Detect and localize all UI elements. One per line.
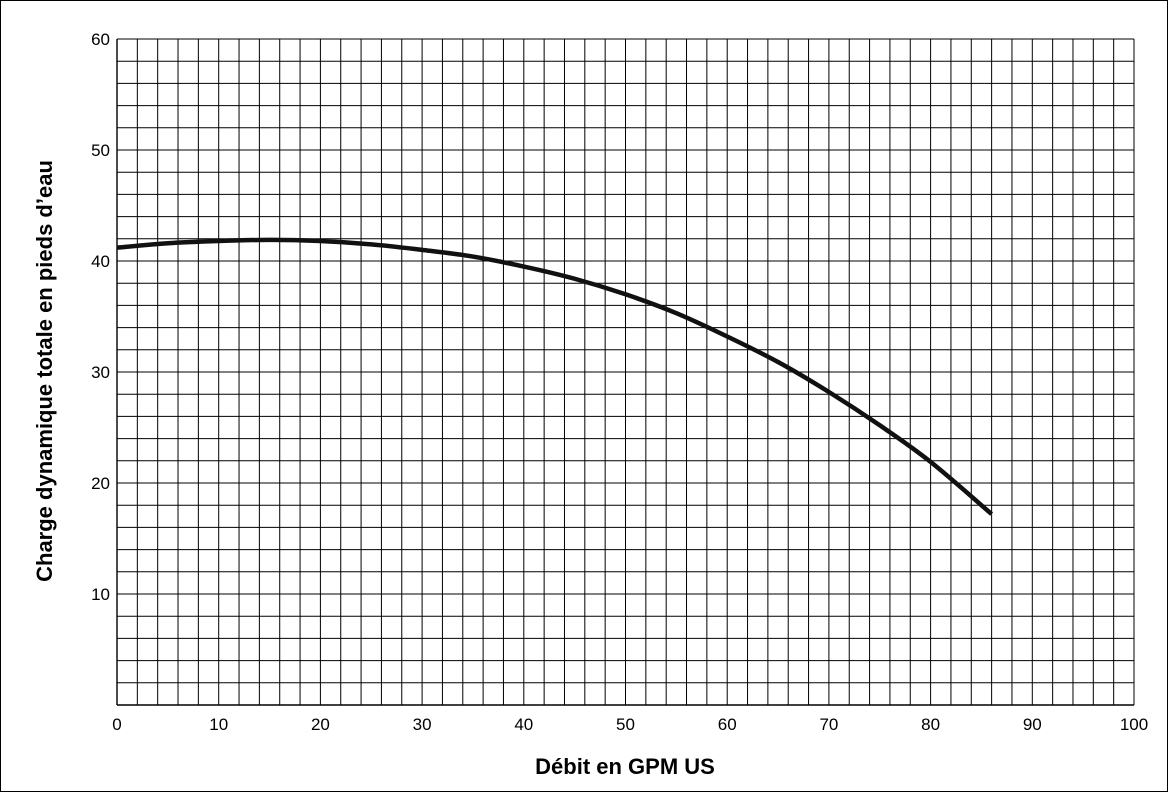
x-tick-labels: 0 10 20 30 40 50 60 70 80 90 100 — [112, 715, 1148, 734]
x-tick-label: 60 — [718, 715, 737, 734]
y-tick-label: 50 — [91, 141, 110, 160]
x-tick-label: 30 — [413, 715, 432, 734]
series-group — [116, 237, 994, 516]
y-tick-label: 60 — [91, 30, 110, 49]
y-tick-labels: 10 20 30 40 50 60 — [91, 30, 110, 604]
x-tick-label: 90 — [1023, 715, 1042, 734]
y-tick-label: 10 — [91, 585, 110, 604]
y-axis-title: Charge dynamique totale en pieds d’eau — [32, 160, 57, 582]
x-tick-label: 0 — [112, 715, 121, 734]
x-tick-label: 40 — [514, 715, 533, 734]
y-tick-label: 20 — [91, 474, 110, 493]
y-tick-label: 40 — [91, 252, 110, 271]
x-tick-label: 20 — [311, 715, 330, 734]
performance-curve-line — [116, 237, 994, 516]
y-tick-label: 30 — [91, 363, 110, 382]
x-tick-label: 10 — [209, 715, 228, 734]
x-axis-title: Débit en GPM US — [535, 754, 715, 779]
x-tick-label: 80 — [921, 715, 940, 734]
x-tick-label: 70 — [819, 715, 838, 734]
x-tick-label: 50 — [616, 715, 635, 734]
x-tick-label: 100 — [1120, 715, 1148, 734]
grid — [116, 38, 1135, 706]
